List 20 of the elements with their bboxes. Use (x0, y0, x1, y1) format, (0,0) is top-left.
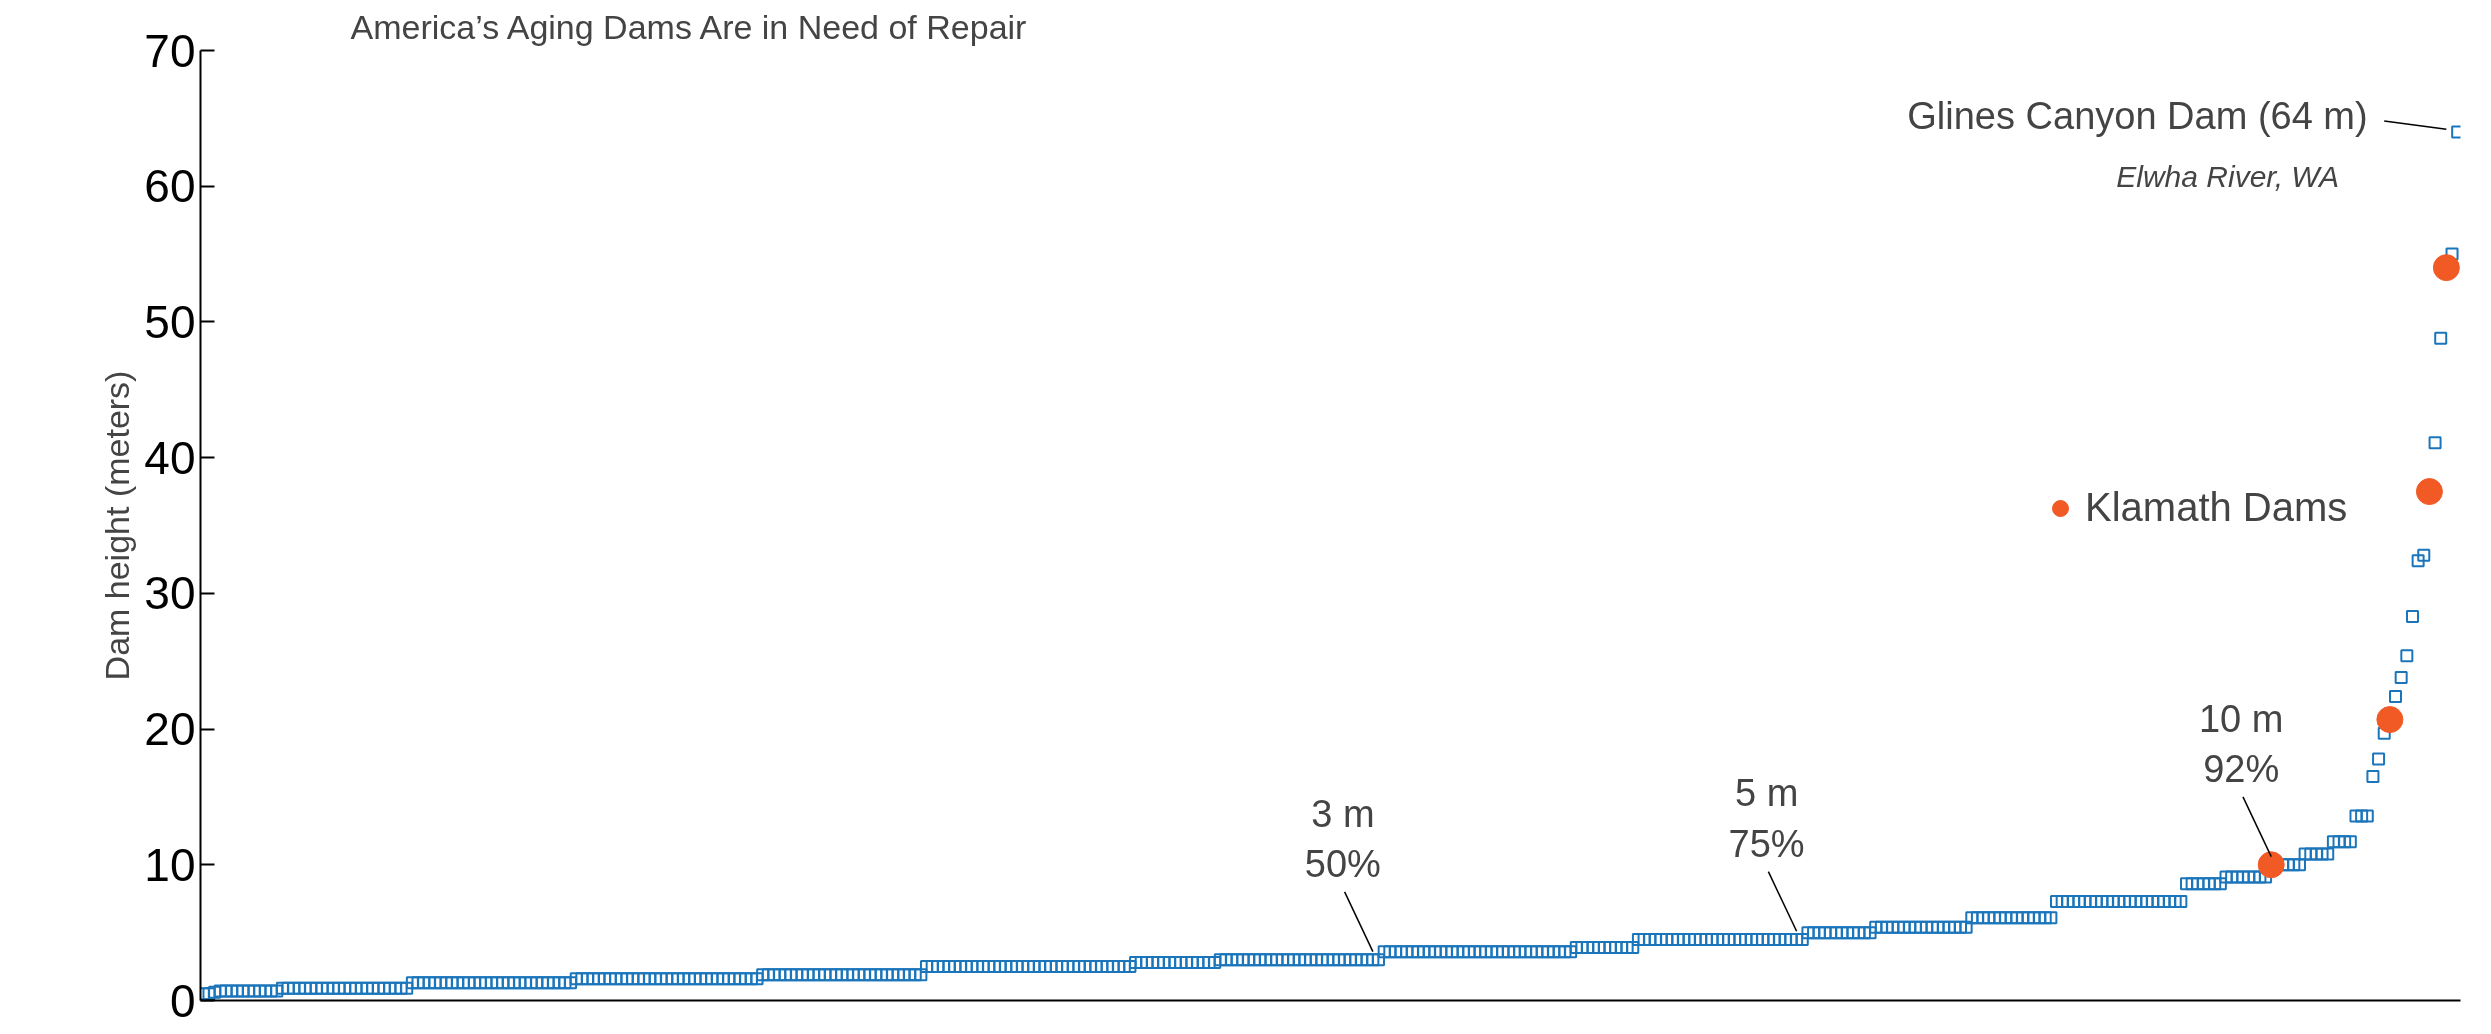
point (2376, 706, 2404, 734)
y-tick-label: 20 (144, 703, 196, 756)
legend-label: Klamath Dams (2085, 485, 2348, 530)
chart-title: America’s Aging Dams Are in Need of Repair (350, 7, 1027, 46)
y-tick-label: 50 (144, 295, 196, 348)
y-tick-label: 70 (144, 24, 196, 77)
y-tick-label: 0 (169, 974, 196, 1027)
annotation: 10 m 92% (2198, 697, 2284, 791)
y-tick-label: 10 (144, 838, 196, 891)
point (2415, 478, 2443, 506)
y-axis-title: Dam height (meters) (98, 370, 137, 681)
point (2257, 851, 2285, 879)
y-tick-label: 30 (144, 567, 196, 620)
annotation: Elwha River, WA (2116, 160, 2340, 194)
y-tick-label: 60 (144, 160, 196, 213)
y-tick-label: 40 (144, 431, 196, 484)
annotation: 5 m 75% (1728, 772, 1805, 865)
point (2432, 254, 2460, 282)
annotation: Glines Canyon Dam (64 m) (1907, 94, 2368, 137)
annotation: 3 m 50% (1304, 792, 1381, 886)
